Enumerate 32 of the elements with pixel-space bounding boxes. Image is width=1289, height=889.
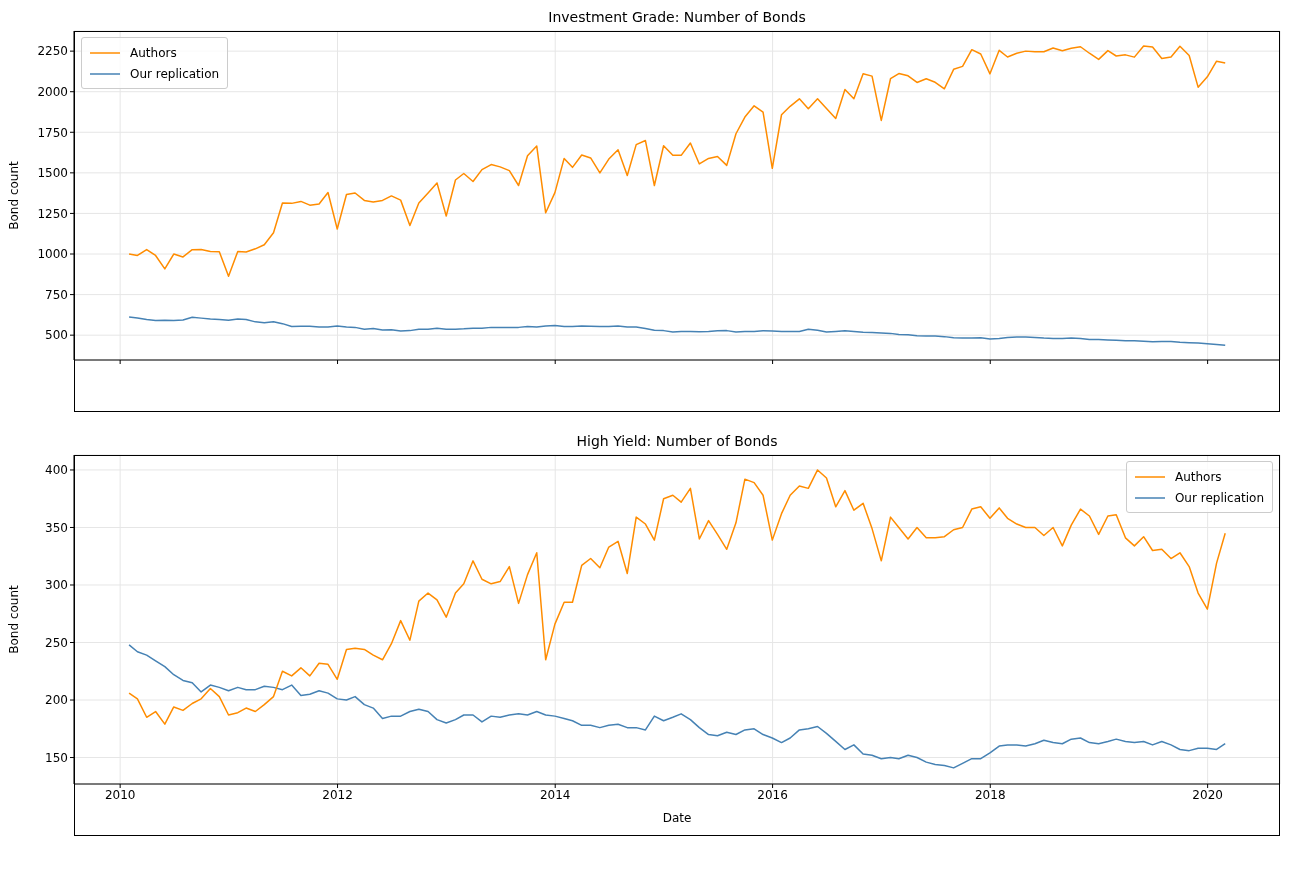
y-tick-label: 1500	[37, 166, 68, 181]
y-tick-label: 250	[45, 635, 68, 650]
y-tick-label: 1750	[37, 125, 68, 140]
y-tick-label: 750	[45, 287, 68, 302]
chart-title: Investment Grade: Number of Bonds	[547, 9, 807, 25]
x-axis-title: Date	[662, 811, 692, 825]
legend-label: Authors	[1174, 469, 1222, 484]
x-tick-label: 2010	[104, 787, 136, 802]
y-tick-label: 400	[45, 463, 68, 478]
y-axis-title: Bond count	[7, 160, 22, 230]
y-tick-label: 1000	[37, 247, 68, 262]
legend-label: Our replication	[130, 66, 220, 81]
y-tick-label: 350	[45, 520, 68, 535]
y-tick-label: 300	[45, 578, 68, 593]
line-series	[128, 45, 1226, 277]
legend-label: Our replication	[1174, 490, 1264, 505]
y-tick-label: 200	[45, 693, 68, 708]
chart-title: High Yield: Number of Bonds	[575, 433, 779, 449]
x-tick-label: 2014	[539, 787, 571, 802]
x-tick-label: 2018	[974, 787, 1006, 802]
x-tick-label: 2016	[757, 787, 788, 802]
x-tick-label: 2012	[322, 787, 353, 802]
y-tick-label: 500	[45, 328, 68, 343]
y-tick-label: 1250	[37, 206, 68, 221]
line-series	[128, 644, 1226, 769]
y-tick-label: 2000	[37, 84, 68, 99]
line-series	[128, 316, 1226, 346]
y-axis-title: Bond count	[7, 584, 22, 654]
y-tick-label: 2250	[37, 44, 68, 59]
legend-label: Authors	[130, 45, 177, 60]
y-tick-label: 150	[45, 750, 68, 765]
x-tick-label: 2020	[1192, 787, 1223, 802]
